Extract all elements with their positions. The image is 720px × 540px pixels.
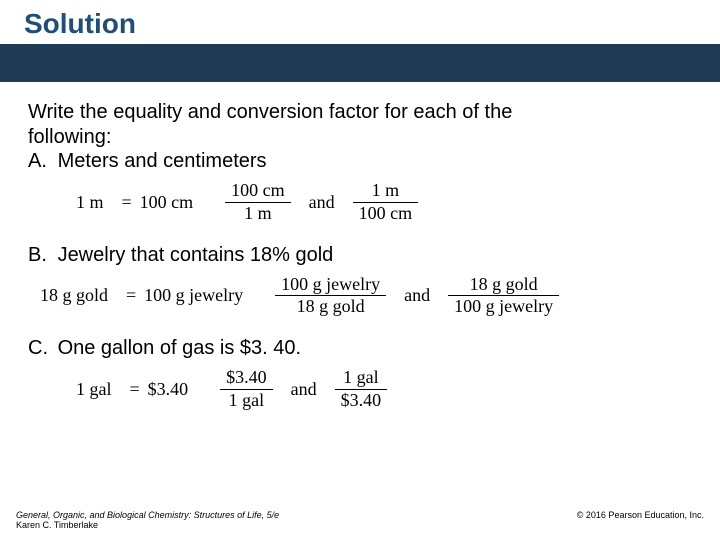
item-b-frac2: 18 g gold 100 g jewelry xyxy=(448,275,559,318)
item-b-frac2-den: 100 g jewelry xyxy=(448,296,559,317)
footer-copyright: © 2016 Pearson Education, Inc. xyxy=(577,510,704,530)
item-c-lhs: 1 gal xyxy=(76,379,122,400)
footer-left: General, Organic, and Biological Chemist… xyxy=(16,510,279,530)
item-c-letter: C. xyxy=(28,337,52,360)
item-a-frac1-den: 1 m xyxy=(225,203,291,224)
prompt-text: Write the equality and conversion factor… xyxy=(28,100,692,150)
item-b-frac1-den: 18 g gold xyxy=(275,296,386,317)
prompt-line-1: Write the equality and conversion factor… xyxy=(28,101,512,123)
item-c-frac1-den: 1 gal xyxy=(220,390,273,411)
item-c-and: and xyxy=(277,379,331,400)
prompt-line-2: following: xyxy=(28,126,111,148)
item-b-lhs: 18 g gold xyxy=(40,285,118,306)
title-area: Solution xyxy=(0,0,720,44)
item-a-frac2: 1 m 100 cm xyxy=(353,181,419,224)
item-c-frac1-num: $3.40 xyxy=(220,368,273,390)
item-a-frac1: 100 cm 1 m xyxy=(225,181,291,224)
item-b: B. Jewelry that contains 18% gold xyxy=(28,244,692,267)
item-b-text: Jewelry that contains 18% gold xyxy=(58,244,334,266)
item-c: C. One gallon of gas is $3. 40. xyxy=(28,337,692,360)
item-b-and: and xyxy=(390,285,444,306)
item-b-rhs: 100 g jewelry xyxy=(144,285,271,306)
item-a-and: and xyxy=(295,192,349,213)
item-b-frac2-num: 18 g gold xyxy=(448,275,559,297)
item-a-text: Meters and centimeters xyxy=(58,150,267,172)
item-c-text: One gallon of gas is $3. 40. xyxy=(58,337,302,359)
item-c-frac1: $3.40 1 gal xyxy=(220,368,273,411)
item-a-equation: 1 m = 100 cm 100 cm 1 m and 1 m 100 cm xyxy=(76,181,692,224)
item-c-rhs: $3.40 xyxy=(148,379,217,400)
item-b-frac1-num: 100 g jewelry xyxy=(275,275,386,297)
item-c-equation: 1 gal = $3.40 $3.40 1 gal and 1 gal $3.4… xyxy=(76,368,692,411)
item-a-frac2-num: 1 m xyxy=(353,181,419,203)
item-c-frac2-den: $3.40 xyxy=(335,390,388,411)
content-area: Write the equality and conversion factor… xyxy=(0,82,720,411)
item-b-eq: = xyxy=(118,285,144,306)
item-a-lhs: 1 m xyxy=(76,192,114,213)
item-a-eq: = xyxy=(114,192,140,213)
item-a-frac2-den: 100 cm xyxy=(353,203,419,224)
item-a-frac1-num: 100 cm xyxy=(225,181,291,203)
footer-author: Karen C. Timberlake xyxy=(16,520,279,530)
item-c-frac2-num: 1 gal xyxy=(335,368,388,390)
title-banner xyxy=(0,44,720,82)
item-a-letter: A. xyxy=(28,150,52,173)
item-a-rhs: 100 cm xyxy=(140,192,222,213)
item-a: A. Meters and centimeters xyxy=(28,150,692,173)
item-b-equation: 18 g gold = 100 g jewelry 100 g jewelry … xyxy=(40,275,692,318)
item-b-letter: B. xyxy=(28,244,52,267)
footer: General, Organic, and Biological Chemist… xyxy=(0,510,720,530)
item-c-frac2: 1 gal $3.40 xyxy=(335,368,388,411)
item-b-frac1: 100 g jewelry 18 g gold xyxy=(275,275,386,318)
slide-title: Solution xyxy=(24,8,720,40)
item-c-eq: = xyxy=(122,379,148,400)
footer-book-title: General, Organic, and Biological Chemist… xyxy=(16,510,279,520)
